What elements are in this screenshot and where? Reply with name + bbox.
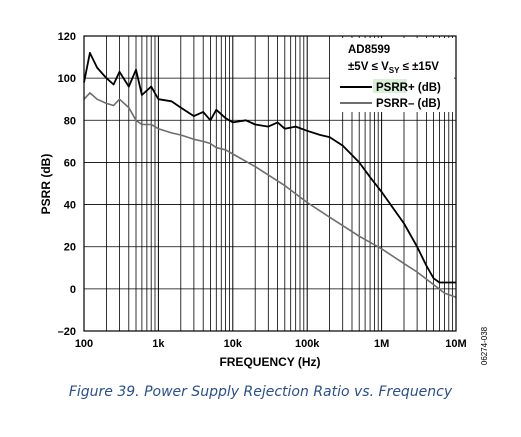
x-tick-label: 100 [75,338,93,350]
y-tick-label: 20 [64,242,76,254]
x-axis-label: FREQUENCY (Hz) [219,355,320,369]
legend-highlight [373,79,407,93]
x-tick-labels: 100 1k 10k 100k 1M 10M [75,338,467,350]
x-tick-label: 10k [224,338,243,350]
y-tick-label: 100 [58,73,76,85]
x-tick-label: 1M [374,338,389,350]
legend-label-psrr-plus: PSRR+ (dB) [376,82,441,94]
x-tick-label: 100k [295,338,320,350]
series-layer [83,52,457,299]
y-tick-label: 40 [64,200,76,212]
part-number-label: AD8599 [348,44,390,56]
y-tick-label: 80 [64,115,76,127]
plot-frame [83,35,457,332]
figure-caption: Figure 39. Power Supply Rejection Ratio … [68,384,453,400]
y-tick-label: 0 [70,284,76,296]
supply-condition-label: ±5V ≤ VSY ≤ ±15V [348,61,439,75]
y-tick-label: –20 [58,326,76,338]
legend-label-psrr-minus: PSRR– (dB) [376,98,441,110]
y-tick-label: 120 [58,31,76,43]
legend-box [330,38,454,112]
series-line-psrr-plus [83,52,456,284]
figure-code: 06274-038 [480,326,489,365]
y-tick-label: 60 [64,157,76,169]
x-tick-label: 1k [152,338,165,350]
series-line-psrr-minus [83,92,457,299]
legend: AD8599 ±5V ≤ VSY ≤ ±15V PSRR+ (dB) PSRR–… [340,44,441,110]
y-tick-labels: 120 100 80 60 40 20 0 –20 [58,31,76,338]
y-axis-label: PSRR (dB) [39,154,53,215]
x-tick-label: 10M [445,338,466,350]
